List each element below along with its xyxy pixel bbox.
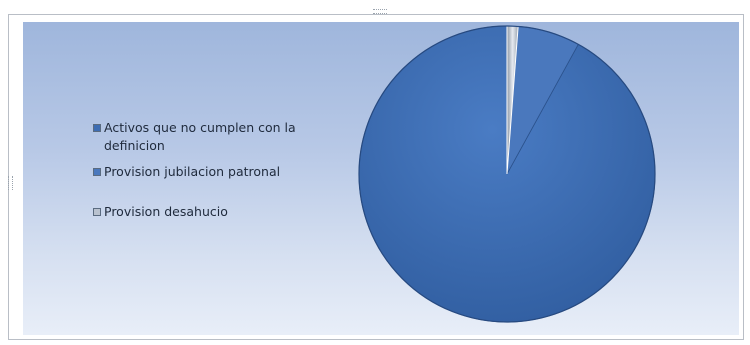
legend: Activos que no cumplen con la definicion… [93,119,313,221]
legend-item-jubilacion: Provision jubilacion patronal [93,163,313,181]
legend-label-desahucio: Provision desahucio [104,204,228,219]
legend-swatch-desahucio [93,208,101,216]
legend-item-desahucio: Provision desahucio [93,203,313,221]
legend-item-activos: Activos que no cumplen con la definicion [93,119,313,155]
legend-swatch-activos [93,124,101,132]
pie-outline [358,25,656,323]
legend-label-activos: Activos que no cumplen con la definicion [104,120,296,153]
legend-swatch-jubilacion [93,168,101,176]
resize-handle-top[interactable] [373,9,387,14]
legend-label-jubilacion: Provision jubilacion patronal [104,164,281,179]
resize-handle-left[interactable] [8,176,13,190]
